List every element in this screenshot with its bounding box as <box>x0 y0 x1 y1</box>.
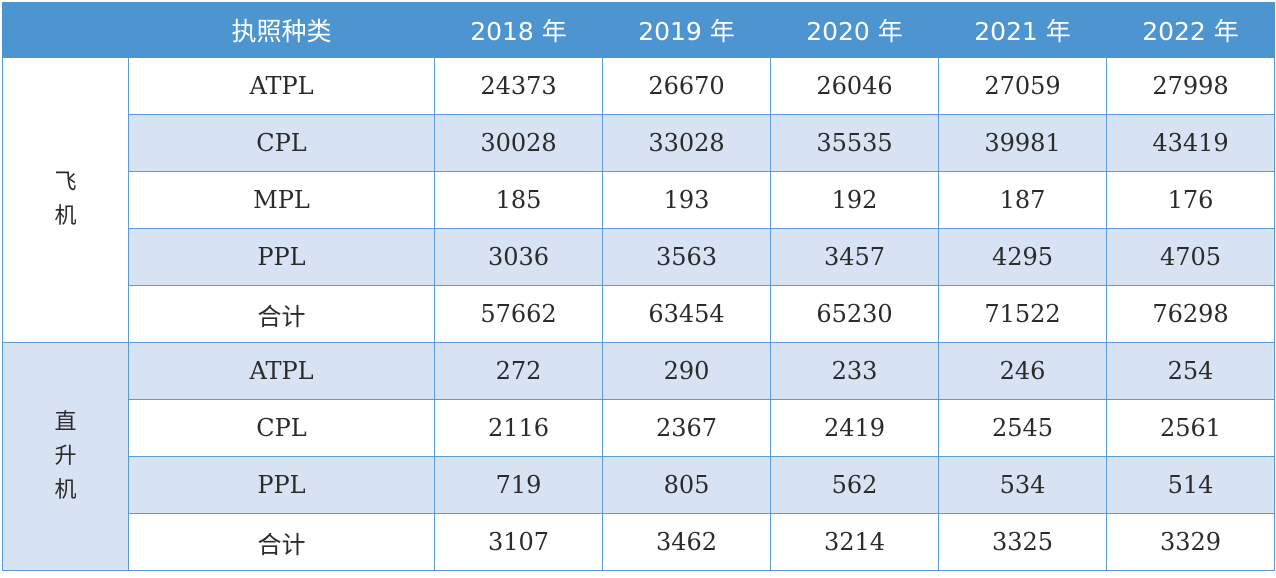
table-row: 合计 3107 3462 3214 3325 3329 <box>3 513 1275 571</box>
table-row: 飞机 ATPL 24373 26670 26046 27059 27998 <box>2 57 1275 343</box>
aircraft-category-label: 飞机 <box>54 170 77 229</box>
license-type-cell: 合计 <box>128 285 435 343</box>
license-type-cell: PPL <box>128 228 435 286</box>
value-cell: 65230 <box>770 285 939 343</box>
value-cell: 76298 <box>1106 285 1275 343</box>
value-cell: 26046 <box>770 57 939 115</box>
license-type-cell: ATPL <box>128 57 435 115</box>
value-cell: 2367 <box>602 399 771 457</box>
value-cell: 805 <box>602 456 771 514</box>
value-cell: 185 <box>434 171 603 229</box>
aircraft-category-label: 直升机 <box>54 409 77 503</box>
table-row: PPL 3036 3563 3457 4295 4705 <box>3 228 1275 286</box>
value-cell: 3214 <box>770 513 939 571</box>
value-cell: 35535 <box>770 114 939 172</box>
header-year-2019: 2019 年 <box>602 2 771 58</box>
value-cell: 3457 <box>770 228 939 286</box>
value-cell: 3036 <box>434 228 603 286</box>
header-license-type: 执照种类 <box>128 2 435 58</box>
value-cell: 39981 <box>938 114 1107 172</box>
value-cell: 3325 <box>938 513 1107 571</box>
value-cell: 514 <box>1106 456 1275 514</box>
value-cell: 272 <box>434 342 603 400</box>
table-row: PPL 719 805 562 534 514 <box>3 456 1275 514</box>
table-body: 飞机 ATPL 24373 26670 26046 27059 27998 CPL 30028 3… <box>2 57 1275 571</box>
value-cell: 2116 <box>434 399 603 457</box>
license-type-cell: CPL <box>128 114 435 172</box>
value-cell: 2561 <box>1106 399 1275 457</box>
value-cell: 4295 <box>938 228 1107 286</box>
table-header: 执照种类 2018 年 2019 年 2020 年 2021 年 2022 年 <box>2 2 1275 58</box>
table-row: MPL 185 193 192 187 176 <box>3 171 1275 229</box>
value-cell: 33028 <box>602 114 771 172</box>
value-cell: 176 <box>1106 171 1275 229</box>
value-cell: 24373 <box>434 57 603 115</box>
value-cell: 63454 <box>602 285 771 343</box>
value-cell: 71522 <box>938 285 1107 343</box>
value-cell: 3462 <box>602 513 771 571</box>
value-cell: 534 <box>938 456 1107 514</box>
value-cell: 43419 <box>1106 114 1275 172</box>
value-cell: 254 <box>1106 342 1275 400</box>
license-type-cell: 合计 <box>128 513 435 571</box>
value-cell: 27059 <box>938 57 1107 115</box>
header-year-2022: 2022 年 <box>1106 2 1275 58</box>
header-year-2020: 2020 年 <box>770 2 939 58</box>
header-corner-cell <box>2 2 129 58</box>
header-year-2018: 2018 年 <box>434 2 603 58</box>
aircraft-category-cell: 飞机 <box>2 57 129 343</box>
value-cell: 193 <box>602 171 771 229</box>
value-cell: 719 <box>434 456 603 514</box>
value-cell: 3329 <box>1106 513 1275 571</box>
table-row: CPL 30028 33028 35535 39981 43419 <box>3 114 1275 172</box>
value-cell: 2545 <box>938 399 1107 457</box>
value-cell: 562 <box>770 456 939 514</box>
value-cell: 192 <box>770 171 939 229</box>
license-type-cell: MPL <box>128 171 435 229</box>
value-cell: 246 <box>938 342 1107 400</box>
value-cell: 187 <box>938 171 1107 229</box>
value-cell: 30028 <box>434 114 603 172</box>
license-type-cell: PPL <box>128 456 435 514</box>
value-cell: 57662 <box>434 285 603 343</box>
value-cell: 3563 <box>602 228 771 286</box>
value-cell: 3107 <box>434 513 603 571</box>
value-cell: 2419 <box>770 399 939 457</box>
value-cell: 26670 <box>602 57 771 115</box>
table-row: 合计 57662 63454 65230 71522 76298 <box>3 285 1275 343</box>
header-row: 执照种类 2018 年 2019 年 2020 年 2021 年 2022 年 <box>2 2 1275 58</box>
value-cell: 4705 <box>1106 228 1275 286</box>
license-type-cell: CPL <box>128 399 435 457</box>
table-row: CPL 2116 2367 2419 2545 2561 <box>3 399 1275 457</box>
license-type-cell: ATPL <box>128 342 435 400</box>
value-cell: 233 <box>770 342 939 400</box>
value-cell: 27998 <box>1106 57 1275 115</box>
value-cell: 290 <box>602 342 771 400</box>
aircraft-category-cell: 直升机 <box>2 342 129 571</box>
header-year-2021: 2021 年 <box>938 2 1107 58</box>
table-row: 直升机 ATPL 272 290 233 246 254 <box>2 342 1275 571</box>
